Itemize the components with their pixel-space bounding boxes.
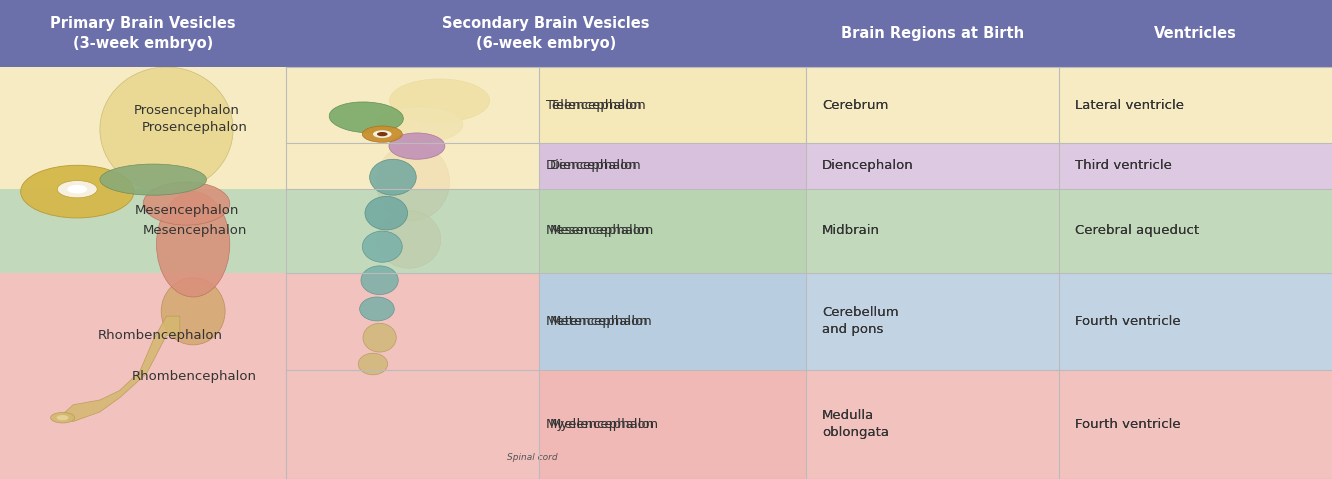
Text: Diencephalon: Diencephalon <box>546 160 638 172</box>
Ellipse shape <box>56 415 69 421</box>
Text: Ventricles: Ventricles <box>1154 26 1237 41</box>
Text: Mesencephalon: Mesencephalon <box>546 224 650 237</box>
Text: Secondary Brain Vesicles
(6-week embryo): Secondary Brain Vesicles (6-week embryo) <box>442 16 650 51</box>
Bar <box>1059 273 1332 370</box>
Bar <box>0 67 286 189</box>
Bar <box>806 273 1059 370</box>
Ellipse shape <box>329 102 404 133</box>
Bar <box>1059 189 1332 273</box>
Bar <box>0 67 806 479</box>
Text: Telencephalon: Telencephalon <box>550 99 646 112</box>
PathPatch shape <box>286 189 539 273</box>
Text: Midbrain: Midbrain <box>822 224 880 237</box>
Ellipse shape <box>377 132 388 137</box>
Text: Lateral ventricle: Lateral ventricle <box>1075 99 1184 112</box>
Bar <box>0 0 1332 67</box>
PathPatch shape <box>286 273 539 479</box>
Text: Mesencephalon: Mesencephalon <box>143 224 246 237</box>
Ellipse shape <box>361 266 398 295</box>
Ellipse shape <box>20 165 133 218</box>
Ellipse shape <box>67 185 88 194</box>
Bar <box>0 273 286 479</box>
Ellipse shape <box>373 130 392 138</box>
Bar <box>539 143 806 189</box>
Text: Spinal cord: Spinal cord <box>507 453 558 462</box>
Ellipse shape <box>362 231 402 262</box>
Bar <box>286 273 806 370</box>
Bar <box>539 273 806 370</box>
Ellipse shape <box>51 412 75 423</box>
Bar <box>286 189 806 273</box>
Ellipse shape <box>144 182 230 225</box>
Text: Medulla
oblongata: Medulla oblongata <box>822 410 888 439</box>
Text: Medulla
oblongata: Medulla oblongata <box>822 410 888 439</box>
Text: Cerebrum: Cerebrum <box>822 99 888 112</box>
Text: Third ventricle: Third ventricle <box>1075 160 1172 172</box>
Ellipse shape <box>376 107 464 143</box>
Text: Prosencephalon: Prosencephalon <box>133 103 240 117</box>
Ellipse shape <box>377 144 450 220</box>
Text: Third ventricle: Third ventricle <box>1075 160 1172 172</box>
Text: Rhombencephalon: Rhombencephalon <box>132 369 257 383</box>
PathPatch shape <box>286 67 539 189</box>
Text: Cerebral aqueduct: Cerebral aqueduct <box>1075 224 1199 237</box>
Bar <box>806 143 1059 189</box>
Text: Fourth ventricle: Fourth ventricle <box>1075 418 1180 431</box>
PathPatch shape <box>60 316 180 422</box>
Text: Myelencephalon: Myelencephalon <box>546 418 655 431</box>
Ellipse shape <box>100 67 233 192</box>
Bar <box>286 67 539 479</box>
Text: Cerebral aqueduct: Cerebral aqueduct <box>1075 224 1199 237</box>
Bar <box>286 143 806 189</box>
Ellipse shape <box>377 211 441 268</box>
Ellipse shape <box>362 126 402 142</box>
Ellipse shape <box>365 196 408 230</box>
Text: Cerebellum
and pons: Cerebellum and pons <box>822 307 899 336</box>
Text: Mesencephalon: Mesencephalon <box>550 224 654 237</box>
Bar <box>806 189 1059 273</box>
Text: Metencephalon: Metencephalon <box>550 315 653 328</box>
Text: Diencephalon: Diencephalon <box>550 160 642 172</box>
Text: Fourth ventricle: Fourth ventricle <box>1075 315 1180 328</box>
Bar <box>286 67 806 143</box>
Ellipse shape <box>100 164 206 195</box>
Text: Primary Brain Vesicles
(3-week embryo): Primary Brain Vesicles (3-week embryo) <box>51 16 236 51</box>
Text: Cerebrum: Cerebrum <box>822 99 888 112</box>
Bar <box>539 370 806 479</box>
Bar <box>1059 67 1332 143</box>
Ellipse shape <box>389 79 490 122</box>
Text: Cerebellum
and pons: Cerebellum and pons <box>822 307 899 336</box>
Text: Mesencephalon: Mesencephalon <box>135 204 238 217</box>
Text: Fourth ventricle: Fourth ventricle <box>1075 315 1180 328</box>
Text: Prosencephalon: Prosencephalon <box>141 121 248 134</box>
Text: Metencephalon: Metencephalon <box>546 315 649 328</box>
Ellipse shape <box>57 181 97 198</box>
Text: Fourth ventricle: Fourth ventricle <box>1075 418 1180 431</box>
Ellipse shape <box>161 278 225 345</box>
Text: Rhombencephalon: Rhombencephalon <box>97 329 222 342</box>
Text: Telencephalon: Telencephalon <box>546 99 642 112</box>
Bar <box>286 370 806 479</box>
Bar <box>539 189 806 273</box>
Text: Diencephalon: Diencephalon <box>822 160 914 172</box>
Ellipse shape <box>389 133 445 160</box>
Bar <box>0 189 286 273</box>
Text: Myelencephalon: Myelencephalon <box>550 418 659 431</box>
Ellipse shape <box>360 297 394 321</box>
PathPatch shape <box>286 67 539 189</box>
Text: Diencephalon: Diencephalon <box>822 160 914 172</box>
Ellipse shape <box>358 354 388 375</box>
Ellipse shape <box>362 323 396 352</box>
Text: Midbrain: Midbrain <box>822 224 880 237</box>
Bar <box>1059 143 1332 189</box>
Text: Lateral ventricle: Lateral ventricle <box>1075 99 1184 112</box>
Bar <box>1059 370 1332 479</box>
Ellipse shape <box>369 160 416 195</box>
Bar <box>806 370 1059 479</box>
Bar <box>806 67 1059 143</box>
Bar <box>539 67 806 143</box>
Ellipse shape <box>157 192 229 297</box>
Text: Brain Regions at Birth: Brain Regions at Birth <box>840 26 1024 41</box>
